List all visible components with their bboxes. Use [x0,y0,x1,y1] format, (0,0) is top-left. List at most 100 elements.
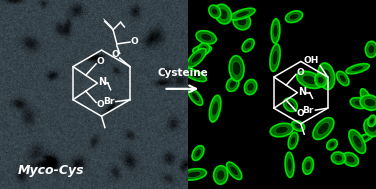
Ellipse shape [285,152,294,177]
Ellipse shape [368,45,374,54]
Ellipse shape [370,118,374,124]
Ellipse shape [201,46,207,52]
Ellipse shape [209,95,221,122]
Ellipse shape [245,42,252,49]
Ellipse shape [349,130,366,153]
Ellipse shape [191,92,199,101]
Ellipse shape [297,71,323,88]
Ellipse shape [360,95,376,110]
Ellipse shape [363,94,370,106]
Text: O: O [296,68,304,77]
Ellipse shape [191,53,202,63]
Ellipse shape [360,89,373,111]
Ellipse shape [237,16,247,26]
Text: O: O [96,57,104,66]
Ellipse shape [368,115,376,126]
Text: O: O [96,100,104,109]
Text: OH: OH [304,56,319,64]
Ellipse shape [290,136,296,145]
Ellipse shape [197,47,207,52]
Ellipse shape [209,5,221,18]
Ellipse shape [317,76,324,84]
Ellipse shape [288,132,298,149]
Ellipse shape [226,77,239,91]
Ellipse shape [313,118,334,139]
Ellipse shape [201,34,212,41]
Ellipse shape [195,149,201,157]
Ellipse shape [318,63,335,89]
Ellipse shape [275,126,288,134]
Ellipse shape [287,158,292,172]
Text: N: N [298,87,306,97]
Text: O: O [130,37,138,46]
Ellipse shape [188,88,203,105]
Ellipse shape [285,11,303,22]
Ellipse shape [352,133,373,145]
Ellipse shape [364,118,376,136]
Ellipse shape [235,11,249,17]
Ellipse shape [365,41,376,57]
Text: O: O [296,109,304,118]
Text: Br: Br [302,106,314,115]
Ellipse shape [305,161,311,170]
Ellipse shape [188,71,201,78]
Ellipse shape [198,43,209,55]
Ellipse shape [214,4,232,24]
Ellipse shape [229,81,236,88]
Ellipse shape [182,169,206,180]
Ellipse shape [329,142,335,147]
Ellipse shape [353,135,362,148]
Ellipse shape [354,100,364,106]
Ellipse shape [192,146,204,160]
Ellipse shape [365,98,376,107]
Ellipse shape [303,157,314,174]
Ellipse shape [357,136,368,142]
Ellipse shape [244,79,257,95]
Text: Cysteine: Cysteine [158,68,208,78]
Ellipse shape [350,98,368,108]
Ellipse shape [218,9,228,19]
Ellipse shape [289,13,299,20]
Ellipse shape [230,8,255,20]
Ellipse shape [331,152,346,164]
Ellipse shape [270,44,280,71]
Ellipse shape [327,139,337,150]
Ellipse shape [229,56,244,81]
Ellipse shape [294,123,302,129]
Ellipse shape [318,122,329,135]
Ellipse shape [340,74,346,82]
Ellipse shape [303,75,317,85]
Ellipse shape [342,153,359,166]
Ellipse shape [351,66,364,71]
Text: O: O [112,50,120,59]
Ellipse shape [284,98,297,112]
Ellipse shape [182,68,206,81]
Ellipse shape [193,45,211,54]
Ellipse shape [227,162,242,179]
Ellipse shape [247,83,254,91]
Ellipse shape [291,121,305,131]
Text: Myco-Cys: Myco-Cys [17,164,84,177]
Ellipse shape [233,12,250,30]
Ellipse shape [335,155,342,161]
Ellipse shape [196,31,216,44]
Ellipse shape [367,122,376,132]
Ellipse shape [242,39,254,52]
Ellipse shape [211,8,218,15]
Ellipse shape [272,50,278,65]
Ellipse shape [212,101,218,116]
Ellipse shape [315,73,326,87]
Ellipse shape [273,24,278,38]
Ellipse shape [232,61,241,75]
Ellipse shape [187,171,201,177]
Ellipse shape [287,101,294,108]
Ellipse shape [271,19,280,43]
Ellipse shape [346,156,355,163]
Ellipse shape [322,69,331,84]
Ellipse shape [187,48,206,67]
Ellipse shape [217,170,224,180]
Text: Br: Br [103,97,114,106]
Text: N: N [98,77,106,87]
Ellipse shape [346,64,369,74]
Ellipse shape [337,71,349,86]
